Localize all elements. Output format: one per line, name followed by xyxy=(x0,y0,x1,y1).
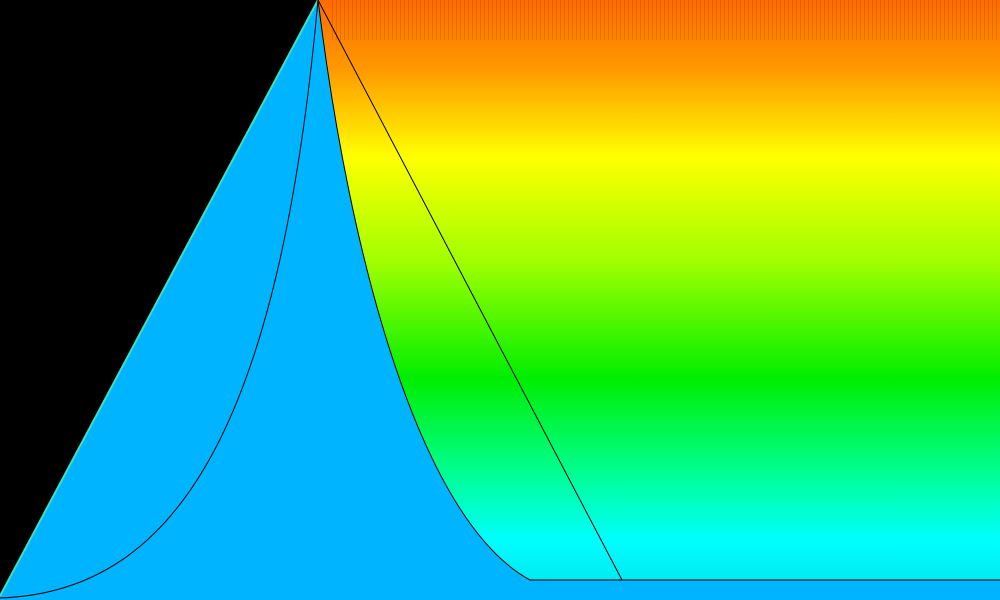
attack-edge xyxy=(0,0,319,597)
attack-curve xyxy=(0,0,319,599)
decay-curve xyxy=(317,0,1000,581)
spectrum-streaks xyxy=(330,0,1000,40)
linear-decay-line xyxy=(317,0,623,581)
